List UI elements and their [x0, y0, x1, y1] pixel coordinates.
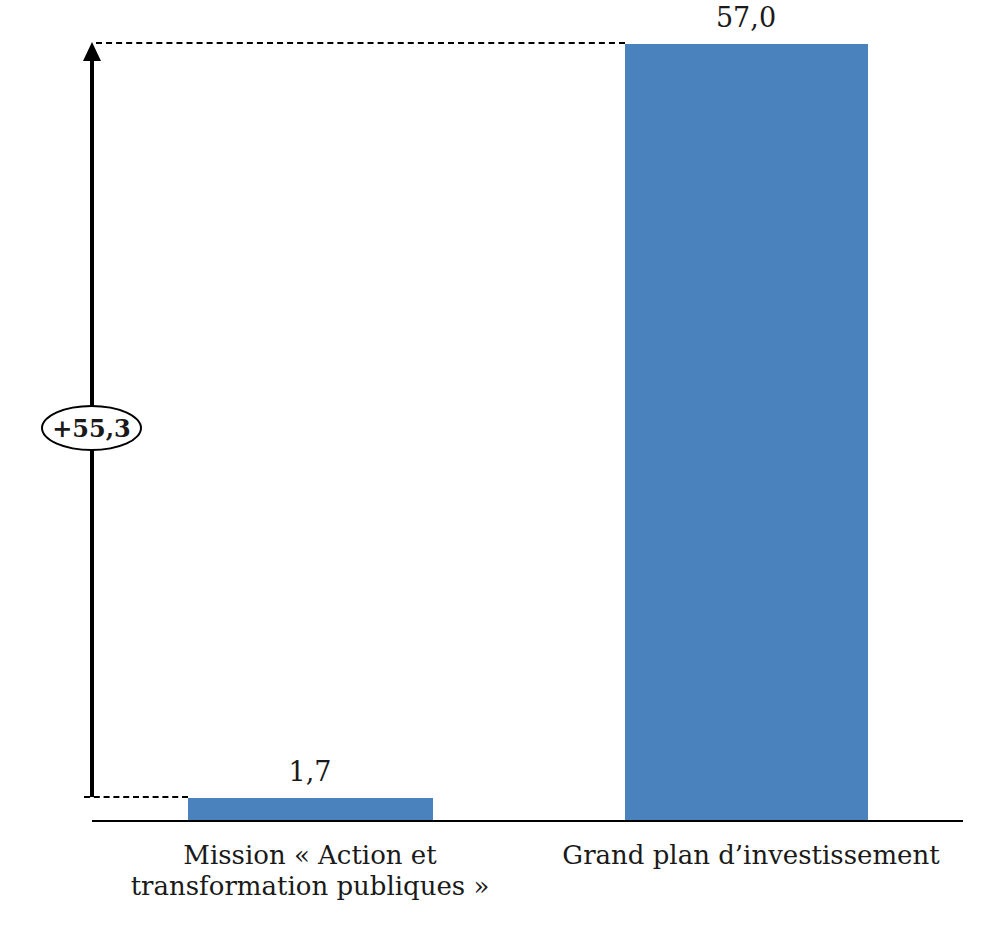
x-axis-line — [92, 820, 963, 822]
dashed-guide-line-top — [96, 42, 625, 44]
dashed-guide-line-bottom — [84, 796, 188, 798]
category-label-grand-plan: Grand plan d’investissement — [551, 840, 951, 871]
arrow-up-icon — [83, 42, 101, 61]
category-label-mission: Mission « Action et transformation publi… — [125, 840, 495, 902]
bar-grand-plan-investissement — [625, 44, 868, 821]
bar-chart-figure: 1,7 57,0 +55,3 Mission « Action et trans… — [0, 0, 1006, 929]
value-label-mission: 1,7 — [210, 757, 410, 787]
bar-mission-action-transformation — [188, 798, 433, 821]
difference-annotation-label: +55,3 — [52, 413, 131, 443]
difference-annotation-ellipse: +55,3 — [41, 405, 142, 451]
value-label-grand-plan: 57,0 — [646, 3, 846, 33]
